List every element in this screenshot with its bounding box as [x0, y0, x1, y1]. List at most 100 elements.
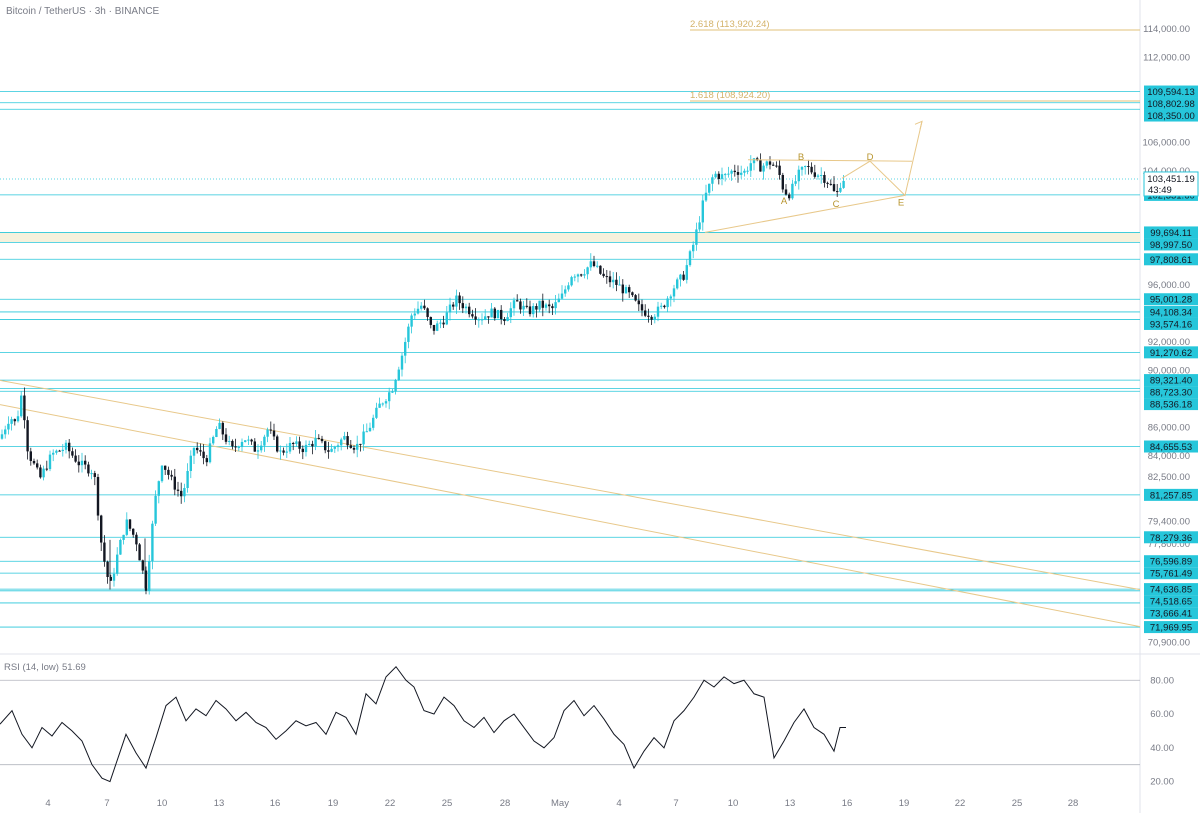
candle-body	[212, 436, 215, 444]
candle	[368, 422, 372, 432]
candle	[711, 174, 714, 192]
candle-body	[711, 177, 714, 184]
candle-body	[218, 422, 221, 429]
price-axis: 114,000.00112,000.00106,000.00104,000.00…	[1142, 24, 1199, 788]
candle	[116, 547, 119, 576]
candle	[167, 466, 170, 480]
candle	[295, 436, 298, 447]
candle	[554, 294, 557, 315]
candle-body	[522, 305, 525, 310]
candle-body	[615, 279, 618, 285]
level-badge	[1144, 305, 1198, 318]
candle	[352, 445, 356, 454]
wave-label: C	[833, 199, 840, 210]
candle-body	[173, 476, 176, 490]
candle-body	[688, 251, 692, 266]
candle	[717, 171, 720, 185]
level-label: 91,270.62	[1150, 348, 1192, 359]
candle	[551, 303, 554, 316]
candle	[170, 470, 173, 481]
candle-body	[468, 306, 471, 315]
candle-body	[119, 539, 122, 555]
candle-body	[519, 301, 522, 310]
candle	[285, 443, 288, 458]
candle	[477, 317, 480, 328]
candle	[87, 461, 90, 477]
rsi-pane: RSI (14, low) 51.69	[0, 662, 1140, 783]
candle-body	[231, 440, 234, 447]
candle-body	[266, 429, 269, 437]
level-label: 108,802.98	[1147, 99, 1195, 110]
candle	[724, 172, 727, 182]
candle	[589, 253, 592, 271]
candle-body	[660, 305, 663, 307]
candle	[794, 175, 797, 187]
level-badge	[1144, 374, 1198, 387]
candle-body	[103, 542, 106, 562]
candle	[429, 316, 432, 329]
candle	[266, 427, 269, 443]
candle	[205, 454, 208, 467]
candle-body	[125, 519, 128, 535]
candle	[468, 302, 471, 318]
candle	[573, 274, 576, 282]
candle-body	[765, 161, 768, 166]
candle	[759, 153, 762, 172]
time-tick-label: May	[551, 798, 569, 809]
candle	[250, 438, 253, 445]
candle	[154, 490, 157, 526]
candle	[160, 465, 164, 483]
candles	[0, 153, 845, 595]
candle-body	[52, 452, 55, 455]
symbol-title[interactable]: Bitcoin / TetherUS · 3h · BINANCE	[6, 6, 160, 17]
candle	[672, 284, 676, 303]
candle	[650, 315, 653, 325]
candle-body	[330, 448, 333, 452]
candle-body	[282, 450, 285, 453]
candle	[714, 171, 717, 179]
candle-body	[548, 304, 551, 307]
candle	[410, 313, 413, 334]
candle	[93, 470, 96, 486]
candle-body	[221, 422, 224, 435]
candle	[100, 514, 103, 552]
candle-body	[263, 436, 266, 446]
candle	[535, 303, 538, 318]
level-badge	[1144, 621, 1198, 634]
level-label: 71,969.95	[1150, 623, 1192, 634]
time-tick-label: 16	[842, 798, 853, 809]
candle	[189, 450, 192, 479]
candle	[676, 277, 679, 290]
candle	[391, 388, 394, 393]
candle-body	[164, 465, 167, 470]
candle-body	[352, 447, 356, 450]
candle	[666, 296, 669, 313]
level-label: 93,574.16	[1150, 319, 1192, 330]
candle-body	[135, 534, 138, 545]
candle-body	[365, 431, 368, 433]
candle	[90, 469, 93, 480]
candle-body	[807, 166, 810, 168]
candle-body	[311, 443, 314, 447]
candle-body	[698, 222, 701, 230]
candle-body	[583, 274, 586, 276]
price-tick-label: 92,000.00	[1148, 337, 1190, 348]
candle	[141, 559, 144, 574]
candle-body	[439, 322, 442, 324]
rsi-tick-label: 80.00	[1150, 675, 1174, 686]
candle	[669, 294, 672, 307]
candle-body	[480, 319, 484, 321]
candle-body	[423, 305, 426, 309]
candle	[381, 402, 384, 407]
candle-body	[589, 261, 592, 268]
candle-body	[154, 495, 157, 524]
candle-body	[7, 423, 10, 430]
candle-body	[368, 427, 372, 432]
level-label: 88,536.18	[1150, 400, 1192, 411]
candle	[743, 168, 746, 177]
candle-body	[196, 447, 199, 451]
candle	[314, 430, 317, 451]
candle-body	[64, 442, 68, 450]
